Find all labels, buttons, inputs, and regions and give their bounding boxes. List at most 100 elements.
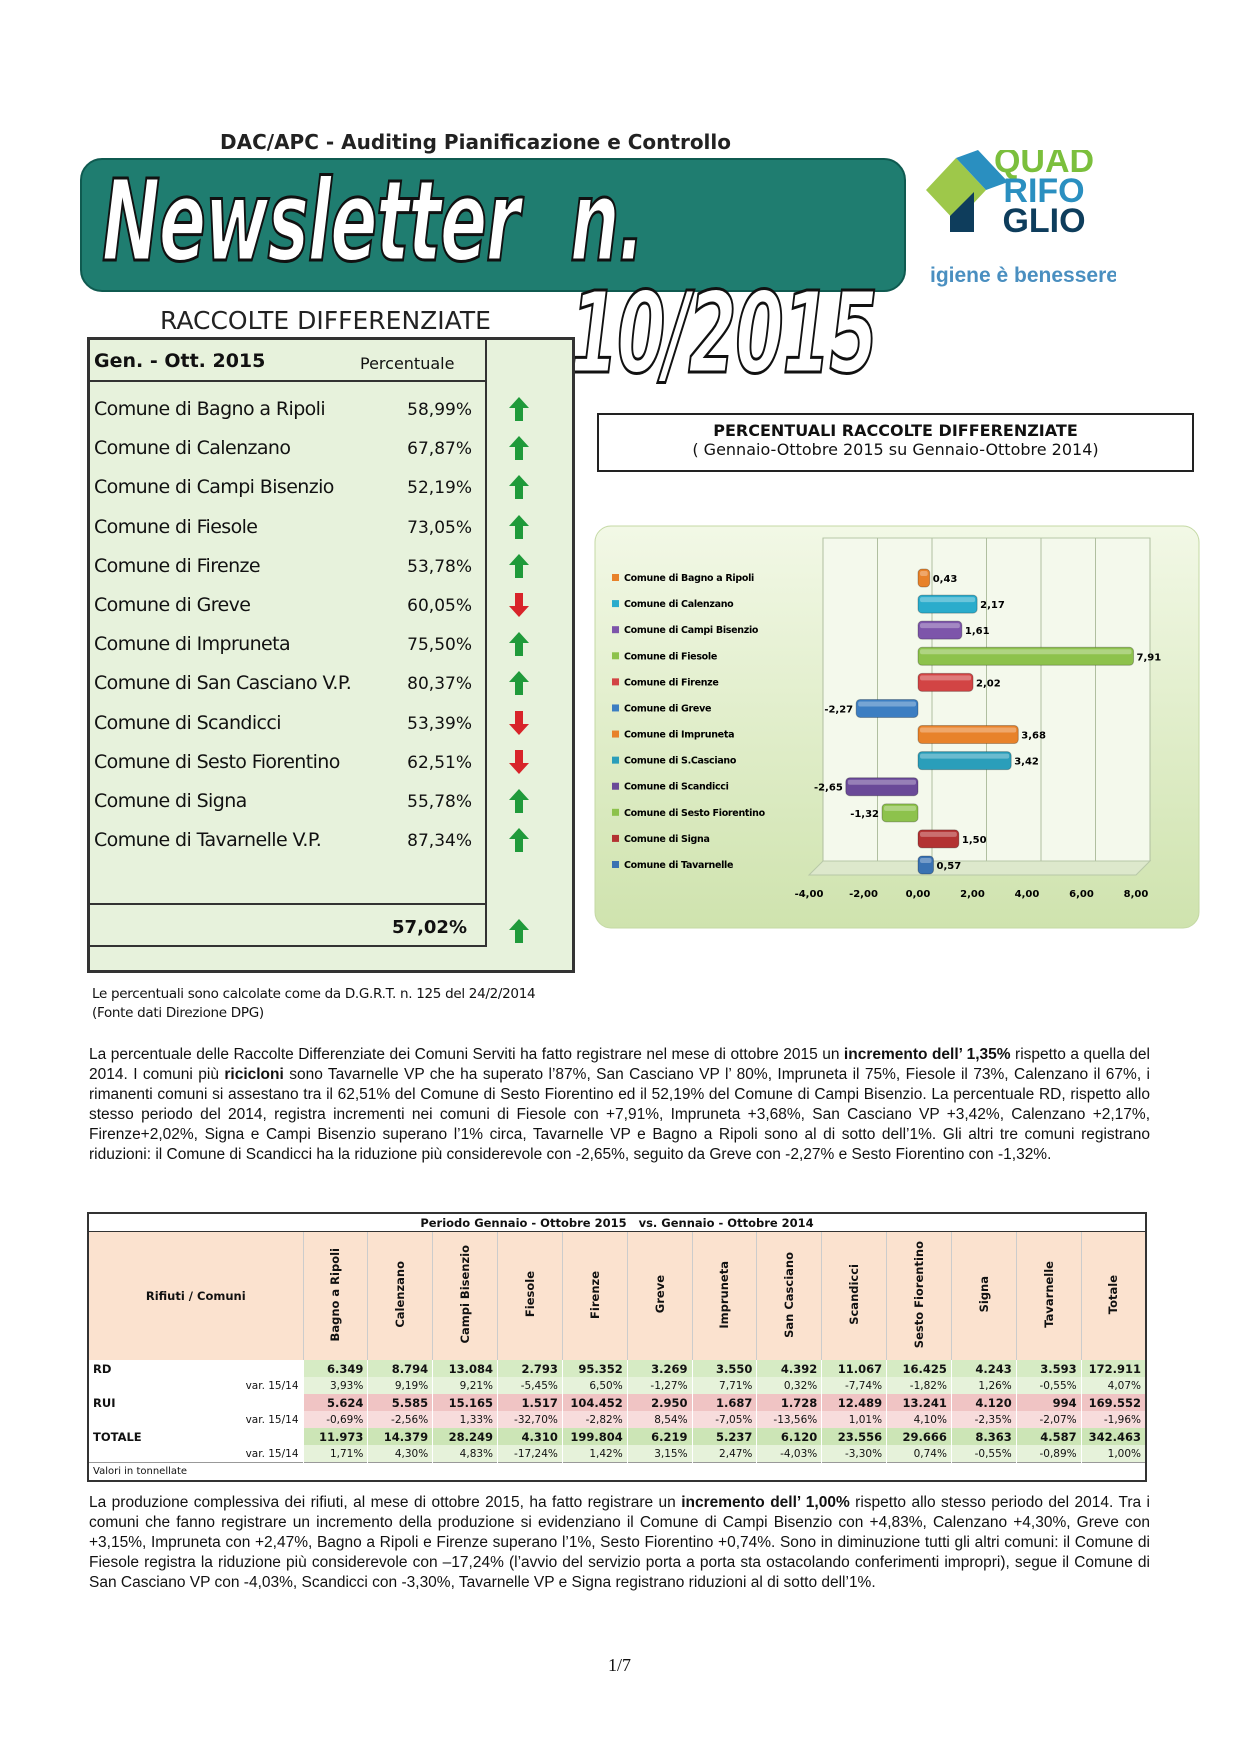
- percentage: 53,39%: [407, 713, 472, 734]
- bar: [845, 777, 919, 797]
- newsletter-title: Newsletter: [101, 157, 521, 287]
- cell: 104.452: [561, 1394, 628, 1411]
- footer-row: Valori in tonnellate: [87, 1462, 1146, 1481]
- cell: 4,07%: [1080, 1377, 1146, 1394]
- arrow-shape: [509, 828, 529, 853]
- trend-arrow: [509, 593, 529, 617]
- column-header: Campi Bisenzio: [432, 1231, 498, 1360]
- percentage: 55,78%: [407, 792, 472, 812]
- legend-label: Comune di Scandicci: [624, 782, 729, 793]
- legend-label: Comune di Campi Bisenzio: [624, 625, 759, 636]
- arrow-shape: [509, 919, 529, 943]
- cell: 1.728: [756, 1394, 822, 1411]
- legend-swatch: [612, 652, 619, 660]
- data-label: -1,32: [850, 809, 879, 820]
- chart: -4,00 -2,00 0,00 2,00 4,00 6,00 8,00 Comune di …: [594, 525, 1200, 929]
- t1-row: Comune di Firenze 53,78%: [94, 547, 484, 587]
- column-header: Bagno a Ripoli: [302, 1231, 368, 1360]
- t1-row: Comune di San Casciano V.P. 80,37%: [94, 664, 484, 704]
- municipality: Comune di Impruneta: [94, 633, 291, 656]
- cell: 9,21%: [432, 1377, 498, 1394]
- arrow-shape: [509, 514, 529, 539]
- arrow-shape: [509, 397, 529, 421]
- trend-arrow: [509, 919, 529, 943]
- legend-label: Comune di Signa: [624, 834, 710, 845]
- column-label: Sesto Fiorentino: [912, 1240, 927, 1349]
- arrow-shape: [509, 553, 529, 578]
- text: La produzione complessiva dei rifiuti, a…: [89, 1494, 682, 1511]
- table-footer: Valori in tonnellate: [87, 1462, 1146, 1481]
- column-label: Scandicci: [847, 1264, 862, 1325]
- cell: 3.593: [1015, 1360, 1082, 1377]
- column-label: Totale: [1106, 1274, 1121, 1315]
- legend-label: Comune di Tavarnelle: [624, 860, 733, 871]
- column-label: Campi Bisenzio: [458, 1245, 473, 1344]
- cell: 6,50%: [561, 1377, 628, 1394]
- trend-arrow: [509, 397, 529, 421]
- trend-arrow: [509, 514, 529, 539]
- cell: 14.379: [367, 1428, 433, 1445]
- cell: 1,00%: [1080, 1445, 1146, 1463]
- table-title: Periodo Gennaio - Ottobre 2015 vs. Genna…: [87, 1213, 1146, 1232]
- title-row: Periodo Gennaio - Ottobre 2015 vs. Genna…: [87, 1213, 1146, 1232]
- data-label: 2,02: [976, 678, 1001, 689]
- data-label: 2,17: [980, 600, 1005, 611]
- cell: -7,74%: [821, 1377, 887, 1394]
- cell: -4,03%: [756, 1445, 822, 1463]
- t1-row: Comune di Impruneta 75,50%: [94, 625, 484, 665]
- bar-highlight: [920, 753, 1010, 759]
- corner: Rifiuti / Comuni: [87, 1231, 303, 1360]
- logo-tagline: igiene è benessere: [930, 264, 1116, 287]
- legend-swatch: [612, 834, 619, 842]
- cell: 3,93%: [302, 1377, 368, 1394]
- column-label: San Casciano: [782, 1251, 797, 1338]
- legend-label: Comune di Fiesole: [624, 651, 717, 662]
- municipality: Comune di Calenzano: [94, 437, 291, 460]
- data-label: -2,27: [824, 704, 853, 715]
- cell: -32,70%: [497, 1411, 563, 1428]
- bar-highlight: [920, 649, 1132, 655]
- table-frame: Gen. - Ott. 2015 Percentuale 57,02% Comu…: [90, 340, 487, 947]
- column-header: San Casciano: [756, 1231, 822, 1360]
- data-label: 1,61: [965, 626, 990, 637]
- percentage: 58,99%: [407, 400, 472, 420]
- bar: [917, 672, 974, 692]
- percentage: 52,19%: [407, 478, 472, 499]
- percentage: 53,78%: [407, 556, 472, 577]
- cell: 3.550: [691, 1360, 757, 1377]
- cell: 8,54%: [626, 1411, 693, 1428]
- cell: -7,05%: [691, 1411, 757, 1428]
- bar-highlight: [920, 858, 932, 863]
- column-header: Scandicci: [821, 1231, 887, 1360]
- cell: 28.249: [432, 1428, 498, 1445]
- bar: [917, 829, 960, 849]
- arrow-shape: [509, 475, 529, 500]
- cell: 13.084: [432, 1360, 498, 1377]
- legend-swatch: [612, 704, 619, 712]
- cell: 2.793: [497, 1360, 563, 1377]
- trend-arrow: [509, 789, 529, 813]
- text: sono Tavarnelle VP che ha superato l’87%…: [89, 1066, 1150, 1163]
- column-label: Firenze: [587, 1270, 602, 1319]
- legend-label: Comune di Impruneta: [624, 730, 734, 741]
- text: rispetto allo stesso periodo del 2014. T…: [89, 1494, 1151, 1591]
- t1-row: Comune di Sesto Fiorentino 62,51%: [94, 743, 484, 783]
- cell: 1,01%: [821, 1411, 887, 1428]
- cell: 1,71%: [302, 1445, 368, 1463]
- column-header: Calenzano: [367, 1231, 433, 1360]
- legend-swatch: [612, 861, 619, 868]
- legend-swatch: [612, 678, 619, 686]
- cell: 8.794: [367, 1360, 433, 1377]
- arrow-shape: [509, 710, 529, 735]
- column-header: Sesto Fiorentino: [886, 1231, 952, 1360]
- column-label: Bagno a Ripoli: [328, 1247, 343, 1342]
- legend-label: Comune di Bagno a Ripoli: [624, 573, 754, 584]
- cell: -1,27%: [626, 1377, 693, 1394]
- cell: 13.241: [886, 1394, 952, 1411]
- cell: 4.392: [756, 1360, 822, 1377]
- cell: 0,32%: [756, 1377, 822, 1394]
- arrow-shape: [509, 436, 529, 461]
- paragraph: La percentuale delle Raccolte Differenzi…: [89, 1045, 1150, 1165]
- bar: [917, 646, 1135, 666]
